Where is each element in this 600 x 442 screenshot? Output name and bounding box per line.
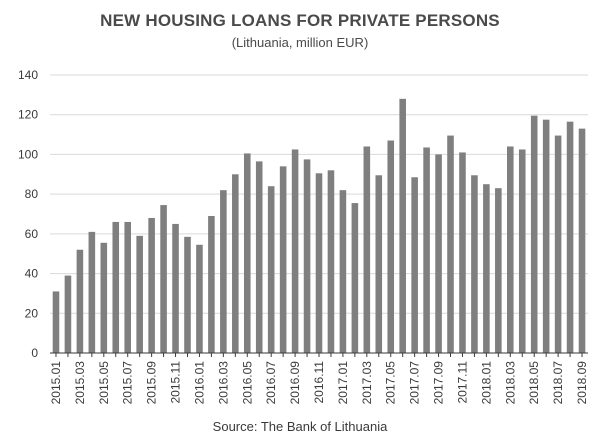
- y-tick-label: 80: [25, 187, 39, 201]
- x-tick-label: 2016.07: [264, 361, 278, 405]
- x-tick-label: 2015.03: [73, 361, 87, 405]
- x-tick-label: 2016.01: [192, 361, 206, 405]
- y-tick-label: 120: [18, 108, 38, 122]
- bar: [136, 235, 143, 353]
- bar: [447, 135, 454, 353]
- x-tick-label: 2016.03: [216, 361, 230, 405]
- chart-source: Source: The Bank of Lithuania: [212, 419, 388, 434]
- bar: [339, 190, 347, 353]
- bar: [435, 154, 442, 353]
- bar: [279, 166, 287, 353]
- bar: [327, 170, 335, 353]
- x-tick-label: 2017.11: [455, 361, 469, 404]
- x-tick-label: 2016.11: [312, 361, 326, 404]
- bar: [554, 135, 562, 353]
- bar: [315, 173, 323, 353]
- x-tick-label: 2015.01: [49, 361, 63, 405]
- x-tick-label: 2018.03: [503, 361, 517, 405]
- bar: [375, 175, 383, 353]
- bar: [530, 115, 538, 353]
- chart-subtitle: (Lithuania, million EUR): [231, 35, 369, 50]
- x-tick-label: 2017.03: [360, 361, 374, 405]
- bar: [291, 149, 299, 353]
- x-tick-label: 2016.09: [288, 361, 302, 405]
- bar: [542, 119, 550, 353]
- bar: [172, 223, 179, 353]
- bar: [160, 205, 167, 353]
- bar: [208, 215, 215, 353]
- x-axis: 2015.01 2015.03 2015.05 2015.07 2015.09 2015.…: [49, 352, 589, 405]
- bar: [351, 203, 359, 353]
- bar: [196, 244, 203, 353]
- x-tick-label: 2017.09: [432, 361, 446, 405]
- bar: [483, 184, 490, 353]
- x-tick-label: 2018.01: [479, 361, 493, 405]
- x-tick-label: 2017.05: [384, 361, 398, 405]
- bar: [64, 275, 72, 353]
- y-tick-label: 20: [25, 306, 39, 320]
- y-tick-label: 40: [25, 267, 39, 281]
- bar: [423, 147, 430, 353]
- bar: [495, 188, 502, 353]
- bar: [148, 217, 155, 353]
- bar: [52, 291, 60, 353]
- bar: [471, 175, 478, 353]
- bar: [267, 186, 275, 353]
- y-tick-label: 100: [18, 147, 38, 161]
- x-tick-label: 2018.07: [551, 361, 565, 405]
- bar: [255, 161, 263, 353]
- bar: [507, 146, 514, 353]
- bar: [578, 128, 586, 353]
- bar: [399, 98, 406, 353]
- bar: [243, 153, 251, 353]
- bar: [112, 221, 120, 353]
- y-axis: 0 20 40 60 80 100 120 140: [18, 68, 38, 360]
- bar: [184, 236, 191, 353]
- x-tick-label: 2015.11: [169, 361, 183, 404]
- bar: [387, 140, 395, 353]
- x-tick-label: 2018.05: [527, 361, 541, 405]
- bar: [303, 159, 311, 353]
- bar: [518, 149, 526, 353]
- x-tick-label: 2017.07: [408, 361, 422, 405]
- bars: [52, 98, 586, 354]
- y-tick-label: 60: [25, 227, 39, 241]
- x-tick-label: 2016.05: [240, 361, 254, 405]
- bar: [76, 249, 84, 353]
- x-tick-label: 2015.09: [145, 361, 159, 405]
- x-tick-label: 2018.09: [575, 361, 589, 405]
- bar: [124, 221, 131, 353]
- bar: [100, 242, 108, 353]
- bar: [220, 190, 227, 353]
- x-tick-label: 2015.05: [97, 361, 111, 405]
- bar: [411, 177, 418, 353]
- y-tick-label: 0: [31, 346, 38, 360]
- chart-title: NEW HOUSING LOANS FOR PRIVATE PERSONS: [100, 11, 500, 30]
- bar: [363, 146, 371, 353]
- x-tick-label: 2017.01: [336, 361, 350, 405]
- bar: [88, 231, 96, 353]
- bar: [566, 121, 574, 354]
- y-tick-label: 140: [18, 68, 38, 82]
- bar: [232, 174, 239, 353]
- bar: [459, 152, 466, 353]
- x-tick-label: 2015.07: [121, 361, 135, 405]
